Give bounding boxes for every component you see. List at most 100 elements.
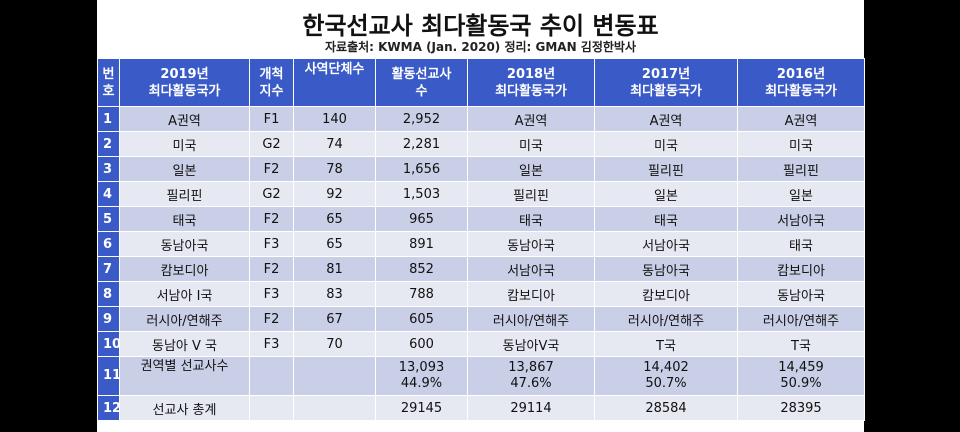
table-cell: 7 xyxy=(97,256,120,282)
table-cell: 4 xyxy=(97,181,120,207)
table-cell: 동남아국 xyxy=(594,256,738,282)
table-cell: 일본 xyxy=(737,181,865,207)
table-cell: 미국 xyxy=(467,131,595,157)
table-cell: 600 xyxy=(375,331,468,357)
table-cell: 2 xyxy=(97,131,120,157)
table-cell: 92 xyxy=(293,181,376,207)
table-cell: 891 xyxy=(375,231,468,257)
table-cell: 1,656 xyxy=(375,156,468,182)
table-cell: A권역 xyxy=(119,106,250,132)
table-cell: 미국 xyxy=(119,131,250,157)
table-cell: 필리핀 xyxy=(119,181,250,207)
table-cell: A권역 xyxy=(594,106,738,132)
table-cell: 14,402 50.7% xyxy=(594,356,738,396)
table-cell: 2,952 xyxy=(375,106,468,132)
page-subtitle: 자료출처: KWMA (Jan. 2020) 정리: GMAN 김정한박사 xyxy=(324,40,637,54)
table-cell: 태국 xyxy=(467,206,595,232)
header-2017: 2017년 최다활동국가 xyxy=(594,58,738,107)
table-cell: 1 xyxy=(97,106,120,132)
table-cell: 10 xyxy=(97,331,120,357)
table-cell: 캄보디아 xyxy=(737,256,865,282)
table-cell: 일본 xyxy=(594,181,738,207)
table-cell xyxy=(293,356,376,396)
table-cell: 서남아국 xyxy=(467,256,595,282)
table-cell: 13,867 47.6% xyxy=(467,356,595,396)
table-cell: F2 xyxy=(249,256,294,282)
table-cell: 65 xyxy=(293,231,376,257)
table-cell: 74 xyxy=(293,131,376,157)
table-row: 2 미국 G2 74 2,281 미국 미국 미국 xyxy=(97,131,865,157)
table-row: 5 태국 F2 65 965 태국 태국 서남아국 xyxy=(97,206,865,232)
table-row: 3 일본 F2 78 1,656 일본 필리핀 필리핀 xyxy=(97,156,865,182)
table-cell: 러시아/연해주 xyxy=(594,306,738,332)
table-row: 9 러시아/연해주 F2 67 605 러시아/연해주 러시아/연해주 러시아/연해주 xyxy=(97,306,865,332)
table-cell xyxy=(293,395,376,421)
table-cell: 78 xyxy=(293,156,376,182)
document-sheet: 한국선교사 최다활동국 추이 변동표 자료출처: KWMA (Jan. 2020… xyxy=(97,0,865,432)
table-cell: 29114 xyxy=(467,395,595,421)
table-cell: 6 xyxy=(97,231,120,257)
table-cell: 동남아 V 국 xyxy=(119,331,250,357)
table-cell: 5 xyxy=(97,206,120,232)
table-row: 10 동남아 V 국 F3 70 600 동남아V국 T국 T국 xyxy=(97,331,865,357)
table-cell: 140 xyxy=(293,106,376,132)
table-cell: 2,281 xyxy=(375,131,468,157)
table-cell: 83 xyxy=(293,281,376,307)
table-row: 4 필리핀 G2 92 1,503 필리핀 일본 일본 xyxy=(97,181,865,207)
table-cell: 동남아국 xyxy=(119,231,250,257)
table-cell: 1,503 xyxy=(375,181,468,207)
table-cell: 동남아V국 xyxy=(467,331,595,357)
table-cell xyxy=(249,395,294,421)
table-cell: 서남아국 xyxy=(737,206,865,232)
table-cell: 서남아 I국 xyxy=(119,281,250,307)
table-cell: 권역별 선교사수 xyxy=(119,356,250,396)
header-orgs: 사역단체수 xyxy=(293,58,376,107)
table-row-regional-total: 11 권역별 선교사수 13,093 44.9% 13,867 47.6% 14,4… xyxy=(97,356,865,396)
table-row: 6 동남아국 F3 65 891 동남아국 서남아국 태국 xyxy=(97,231,865,257)
table-cell: G2 xyxy=(249,131,294,157)
table-cell: 9 xyxy=(97,306,120,332)
table-cell: 태국 xyxy=(737,231,865,257)
header-dev-index: 개척 지수 xyxy=(249,58,294,107)
table-cell: 캄보디아 xyxy=(119,256,250,282)
table-cell: T국 xyxy=(594,331,738,357)
table-cell: 70 xyxy=(293,331,376,357)
header-2019: 2019년 최다활동국가 xyxy=(119,58,250,107)
table-cell: F3 xyxy=(249,331,294,357)
table-cell: F3 xyxy=(249,231,294,257)
table-cell: 태국 xyxy=(119,206,250,232)
table-cell: 3 xyxy=(97,156,120,182)
table-cell: 캄보디아 xyxy=(594,281,738,307)
table-cell xyxy=(249,356,294,396)
table-cell: A권역 xyxy=(467,106,595,132)
table-cell: 13,093 44.9% xyxy=(375,356,468,396)
table-cell: 11 xyxy=(97,356,120,396)
table-row: 1 A권역 F1 140 2,952 A권역 A권역 A권역 xyxy=(97,106,865,132)
table-cell: A권역 xyxy=(737,106,865,132)
table-cell: 캄보디아 xyxy=(467,281,595,307)
table-cell: 67 xyxy=(293,306,376,332)
table-cell: 965 xyxy=(375,206,468,232)
table-cell: G2 xyxy=(249,181,294,207)
table-cell: 필리핀 xyxy=(737,156,865,182)
table-cell: 러시아/연해주 xyxy=(467,306,595,332)
header-2016: 2016년 최다활동국가 xyxy=(737,58,865,107)
table-row: 7 캄보디아 F2 81 852 서남아국 동남아국 캄보디아 xyxy=(97,256,865,282)
table-cell: 필리핀 xyxy=(467,181,595,207)
table-cell: 일본 xyxy=(467,156,595,182)
table-cell: 852 xyxy=(375,256,468,282)
table-cell: F2 xyxy=(249,306,294,332)
table-cell: 29145 xyxy=(375,395,468,421)
table-cell: 28395 xyxy=(737,395,865,421)
table-row: 8 서남아 I국 F3 83 788 캄보디아 캄보디아 동남아국 xyxy=(97,281,865,307)
table-cell: 788 xyxy=(375,281,468,307)
table-cell: 동남아국 xyxy=(737,281,865,307)
table-cell: T국 xyxy=(737,331,865,357)
table-cell: 81 xyxy=(293,256,376,282)
table-cell: 러시아/연해주 xyxy=(737,306,865,332)
table-cell: 일본 xyxy=(119,156,250,182)
table-cell: 65 xyxy=(293,206,376,232)
